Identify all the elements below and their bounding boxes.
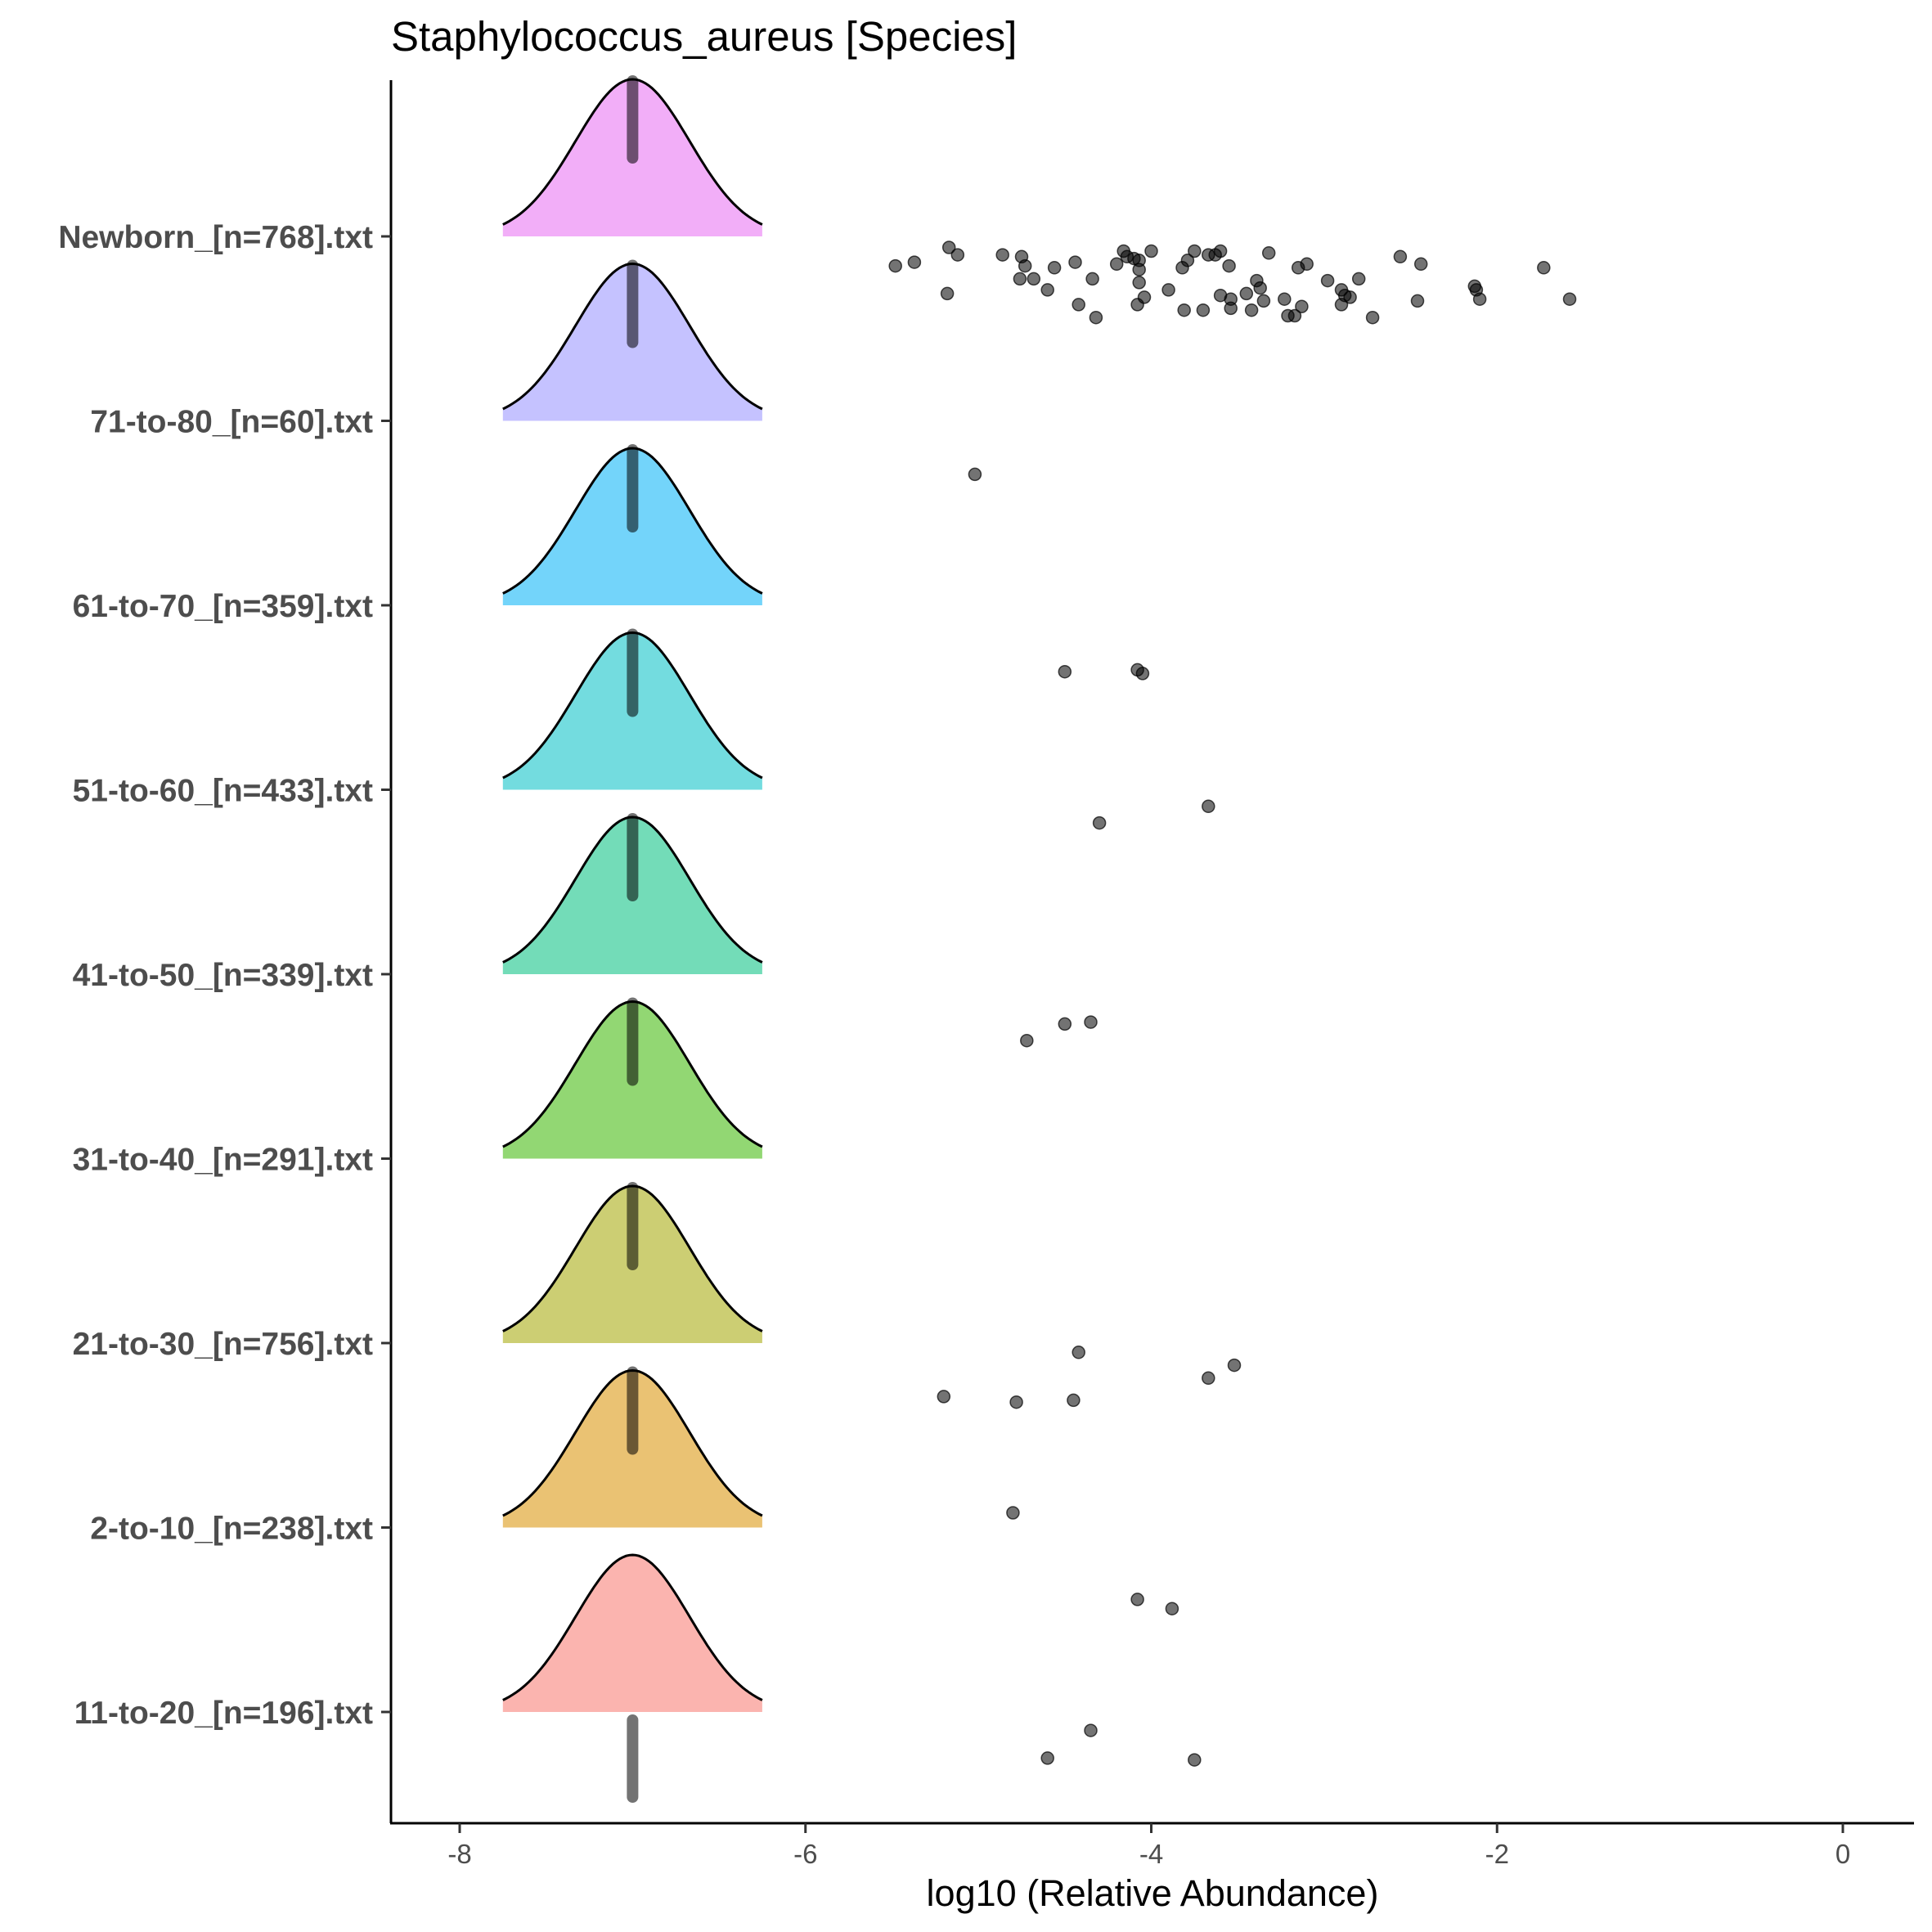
data-point (1027, 272, 1041, 286)
data-point (888, 258, 902, 273)
y-tick-label: 2-to-10_[n=238].txt (90, 1512, 373, 1547)
y-tick-label: 21-to-30_[n=756].txt (73, 1327, 373, 1362)
data-point (1130, 298, 1144, 312)
data-point (1413, 257, 1428, 272)
data-point (1196, 303, 1211, 317)
data-point (1256, 294, 1271, 308)
data-point (1067, 1393, 1081, 1408)
data-point (1227, 1358, 1242, 1373)
data-point (1278, 292, 1292, 306)
data-point (1018, 258, 1032, 273)
data-point (950, 248, 965, 262)
data-point (1068, 255, 1082, 269)
data-point (1343, 290, 1357, 304)
data-point (1410, 294, 1425, 308)
y-tick-label: 31-to-40_[n=291].txt (73, 1143, 373, 1178)
x-ticks-layer: -8 -6 -4 -2 0 (447, 1823, 1850, 1869)
ridge-outline (502, 1553, 763, 1701)
data-point (1135, 667, 1150, 681)
data-point (1092, 815, 1107, 830)
data-point (1537, 261, 1551, 275)
data-point (1472, 292, 1487, 306)
data-point (941, 240, 956, 254)
data-point (1239, 286, 1254, 301)
data-point (1161, 283, 1175, 297)
y-tick-label: Newborn_[n=768].txt (58, 220, 373, 255)
y-ticks-layer: Newborn_[n=768].txt 71-to-80_[n=60].txt 61… (58, 220, 391, 1731)
data-point (1562, 292, 1577, 306)
data-point (1130, 1593, 1144, 1606)
data-point (1320, 273, 1335, 288)
y-tick-label: 51-to-60_[n=433].txt (73, 774, 373, 809)
data-point (1009, 1395, 1023, 1409)
data-point (1177, 303, 1191, 317)
data-point (1072, 1346, 1085, 1359)
data-point (1020, 1033, 1034, 1048)
data-point (1300, 257, 1314, 272)
data-point (1393, 249, 1408, 264)
x-tick-label: -4 (1139, 1839, 1163, 1869)
y-tick-label: 71-to-80_[n=60].txt (90, 405, 373, 440)
y-tick-label: 41-to-50_[n=339].txt (73, 958, 373, 993)
data-point (1089, 310, 1103, 325)
x-axis-label: log10 (Relative Abundance) (927, 1872, 1379, 1914)
data-point (1224, 301, 1238, 316)
data-point (940, 286, 955, 301)
x-tick-label: -8 (447, 1839, 471, 1869)
data-point (1295, 299, 1309, 313)
data-point (1202, 1371, 1215, 1386)
data-point (1213, 244, 1228, 258)
y-tick-label: 61-to-70_[n=359].txt (73, 589, 373, 624)
data-point (1287, 308, 1302, 323)
chart-title: Staphylococcus_aureus [Species] (391, 13, 1017, 60)
data-point (1261, 246, 1276, 260)
data-point (1109, 257, 1124, 272)
data-point (1253, 281, 1267, 295)
data-point (1047, 261, 1062, 275)
data-point (1180, 254, 1195, 267)
data-point (1244, 303, 1259, 317)
data-point (1085, 272, 1099, 286)
data-point (937, 1390, 951, 1404)
ridge-fill (502, 1555, 762, 1712)
data-point (1334, 298, 1349, 312)
data-point (1084, 1015, 1098, 1029)
data-point (1365, 310, 1380, 325)
data-point (968, 467, 982, 482)
points-layer (888, 240, 1577, 1767)
data-point (1188, 244, 1202, 258)
data-point (1351, 272, 1366, 286)
data-point (1165, 1602, 1179, 1615)
data-point (1132, 276, 1146, 290)
data-point (1202, 799, 1215, 814)
data-point (1132, 263, 1146, 276)
data-point (1006, 1506, 1020, 1520)
data-point (1058, 664, 1072, 679)
x-tick-label: -2 (1485, 1839, 1509, 1869)
data-point (1144, 244, 1158, 258)
x-tick-label: 0 (1835, 1839, 1850, 1869)
data-point (1188, 1753, 1202, 1767)
data-point (1222, 258, 1236, 273)
data-point (1084, 1723, 1098, 1737)
data-point (1058, 1017, 1072, 1031)
data-point (1013, 272, 1027, 286)
data-point (1040, 1751, 1054, 1765)
data-point (1072, 298, 1085, 312)
data-point (995, 248, 1009, 262)
data-point (1040, 283, 1054, 297)
data-point (907, 255, 922, 269)
y-tick-label: 11-to-20_[n=196].txt (74, 1696, 373, 1731)
x-tick-label: -6 (793, 1839, 817, 1869)
